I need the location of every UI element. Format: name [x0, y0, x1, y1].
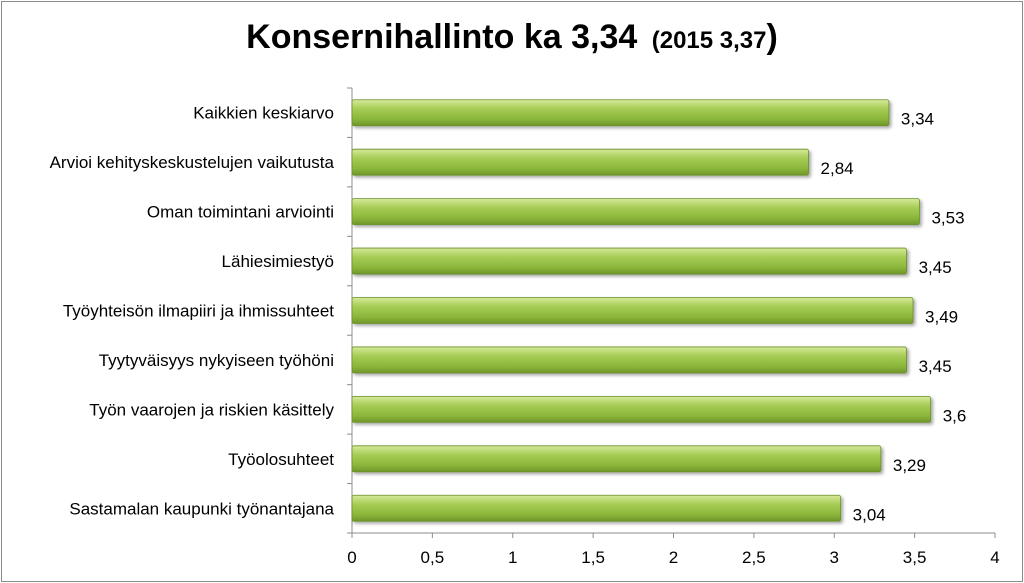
category-label: Kaikkien keskiarvo — [193, 104, 334, 123]
category-label: Arvioi kehityskeskustelujen vaikutusta — [50, 153, 335, 172]
x-tick-label: 0,5 — [421, 548, 445, 567]
bar — [351, 247, 907, 275]
category-label: Tyytyväisyys nykyiseen työhöni — [99, 351, 334, 370]
category-label: Lähiesimiestyö — [222, 252, 334, 271]
x-tick-label: 1 — [508, 548, 517, 567]
data-label: 3,04 — [853, 505, 886, 524]
category-label: Työyhteisön ilmapiiri ja ihmissuhteet — [63, 302, 334, 321]
x-tick-label: 3 — [830, 548, 839, 567]
bar — [351, 494, 842, 522]
data-label: 3,29 — [893, 456, 926, 475]
x-tick-label: 2,5 — [742, 548, 766, 567]
bar — [351, 297, 914, 324]
bar — [351, 445, 882, 473]
chart-subtitle: (2015 3,37 — [651, 27, 767, 54]
category-label: Oman toimintani arviointi — [147, 203, 334, 222]
bar — [351, 99, 890, 127]
category-label: Sastamalan kaupunki työnantajana — [69, 499, 334, 518]
chart-title-close: ) — [766, 18, 778, 56]
data-label: 2,84 — [821, 159, 854, 178]
bars — [351, 99, 932, 522]
category-label: Työolosuhteet — [228, 450, 334, 469]
data-label: 3,53 — [931, 209, 964, 228]
x-tick-label: 4 — [990, 548, 999, 567]
data-label: 3,45 — [919, 258, 952, 277]
x-tick-label: 3,5 — [903, 548, 927, 567]
bar — [351, 148, 809, 176]
data-label: 3,49 — [925, 308, 958, 327]
bar — [351, 395, 932, 423]
bar — [351, 198, 920, 226]
data-label: 3,6 — [943, 406, 967, 425]
labels: Kaikkien keskiarvo 3,34 Arvioi kehityskesk… — [50, 104, 967, 525]
category-label: Työn vaarojen ja riskien käsittely — [89, 400, 334, 419]
data-label: 3,45 — [919, 357, 952, 376]
x-tick-label: 2 — [669, 548, 678, 567]
chart-title-main: Konsernihallinto ka 3,34 — [246, 18, 638, 56]
data-label: 3,34 — [901, 110, 934, 129]
bar — [351, 346, 907, 374]
chart-title: Konsernihallinto ka 3,34 (2015 3,37) — [0, 18, 1024, 57]
x-tick-label: 1,5 — [581, 548, 605, 567]
x-tick-label: 0 — [347, 548, 356, 567]
